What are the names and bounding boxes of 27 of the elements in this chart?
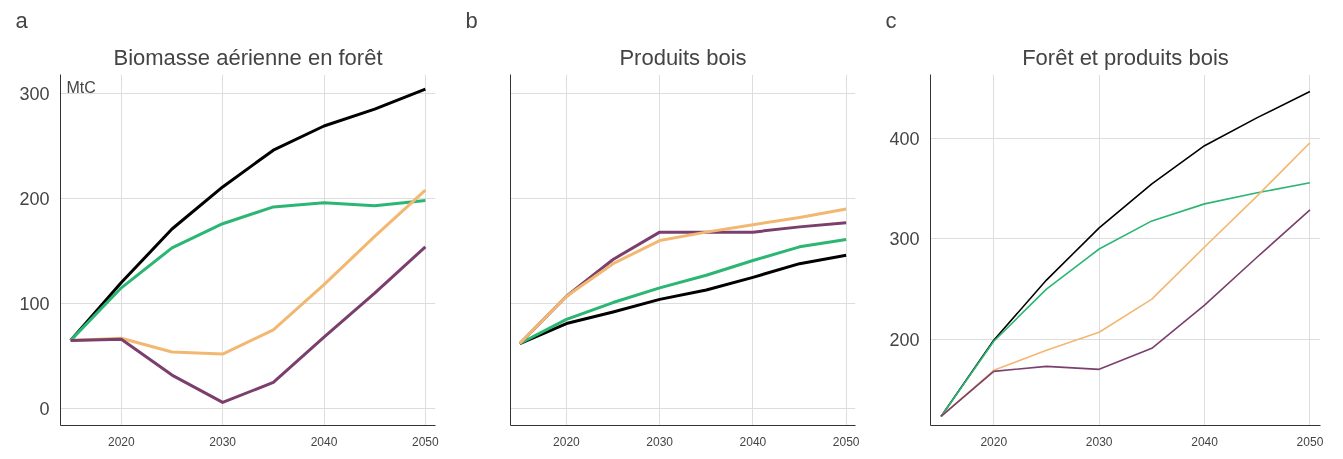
- x-tick-label: 2040: [1191, 434, 1219, 449]
- x-tick-label: 2030: [209, 434, 237, 449]
- x-tick-label: 2030: [1085, 434, 1113, 449]
- y-tick-label: 300: [889, 229, 920, 250]
- x-tick-label: 2040: [739, 434, 767, 449]
- y-tick-label: 0: [39, 399, 50, 420]
- text: a: [15, 7, 29, 33]
- y-tick-label: 400: [889, 129, 920, 150]
- text: c: [885, 7, 897, 33]
- x-tick-label: 2030: [646, 434, 674, 449]
- x-tick-label: 2050: [832, 434, 860, 449]
- x-tick-label: 2050: [1296, 434, 1324, 449]
- chart-title: Forêt et produits bois: [1022, 44, 1229, 70]
- x-tick-label: 2050: [412, 434, 440, 449]
- x-tick-label: 2020: [553, 434, 581, 449]
- chart-title: Produits bois: [619, 44, 747, 70]
- y-tick-label: 200: [19, 189, 50, 210]
- line-series: [69, 245, 427, 404]
- y-tick-label: 100: [19, 294, 50, 315]
- x-tick-label: 2040: [310, 434, 338, 449]
- x-tick-label: 2020: [107, 434, 135, 449]
- chart-title: Biomasse aérienne en forêt: [113, 44, 383, 70]
- text: b: [465, 7, 478, 33]
- y-tick-label: 200: [889, 329, 920, 350]
- y-axis-title: MtC: [66, 78, 96, 96]
- x-tick-label: 2020: [980, 434, 1008, 449]
- y-tick-label: 300: [19, 83, 50, 104]
